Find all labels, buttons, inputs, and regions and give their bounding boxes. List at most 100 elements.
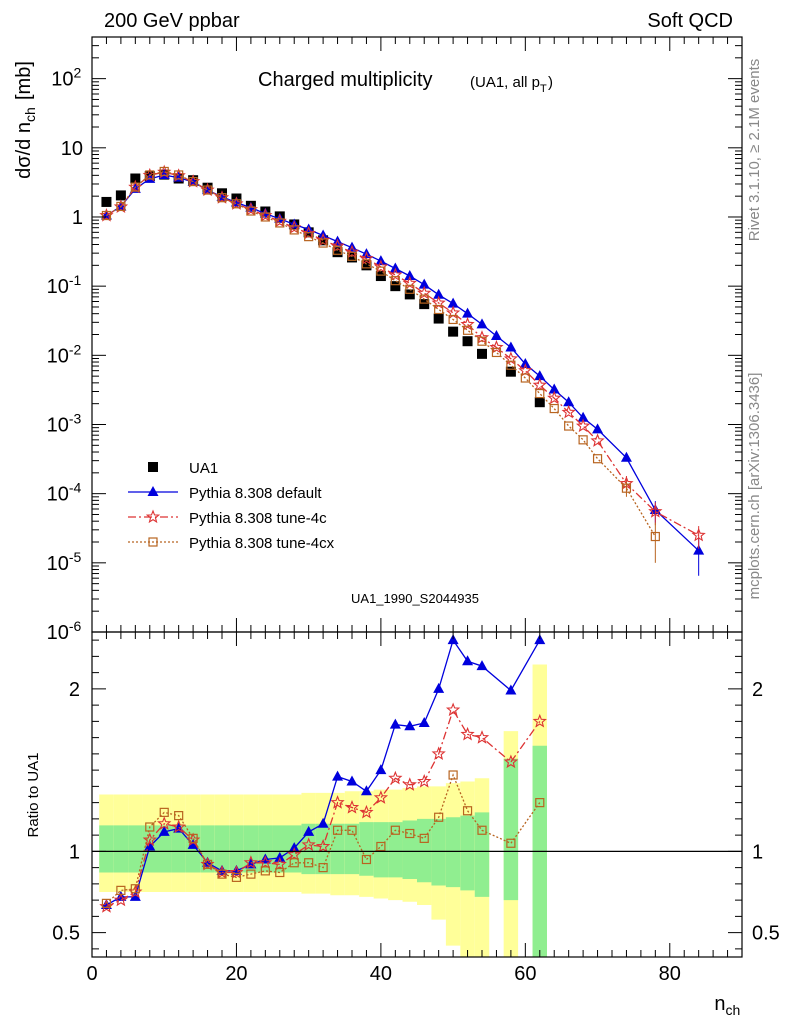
stat-uncertainty-band [431,818,446,886]
stat-uncertainty-band [128,825,143,873]
ratio-point [376,841,386,852]
data-point [489,339,504,354]
data-point [477,336,487,346]
ratio-point [188,833,198,843]
data-point [404,270,416,281]
ratio-uncertainty-bands [99,664,547,957]
ratio-point [274,851,286,862]
ratio-point [130,884,140,894]
ratio-point [402,777,417,791]
ratio-plot-frame [91,631,743,958]
chart-title: Charged multiplicity [258,69,433,91]
ratio-y-tick-label: 1 [69,841,80,863]
ratio-point [330,795,345,809]
ratio-point [359,804,374,819]
ratio-point [405,828,415,839]
ratio-point [447,634,459,645]
data-point [460,316,475,331]
legend-marker [147,486,159,496]
ratio-point [174,811,184,821]
ratio-point [116,885,126,895]
ratio-y-tick-label: 0.5 [752,923,780,945]
legend-marker [148,462,158,472]
legend-label: Pythia 8.308 tune-4c [189,510,327,527]
ratio-point [418,717,430,727]
y-tick-label: 102 [51,65,83,91]
ratio-point [202,859,213,869]
ratio-point [142,832,157,847]
series-line-pythia-8-308-tune-4cx [106,170,656,537]
data-point [388,267,403,282]
ratio-point [346,775,358,786]
stat-uncertainty-band [229,825,244,873]
data-point [318,235,329,246]
data-point [448,314,458,325]
energy-label: 200 GeV ppbar [104,10,240,32]
ratio-point [113,892,129,907]
data-point [620,451,632,462]
data-point [518,363,533,377]
data-point [145,170,155,180]
data-point [375,271,386,282]
ratio-point [258,855,273,869]
ratio-point [503,754,519,769]
ratio-point [505,684,517,695]
legend-entry-ua1: UA1 [148,460,218,477]
ratio-point [231,872,242,882]
data-point [578,435,588,445]
data-point [564,421,574,431]
ratio-point [332,770,344,781]
stat-uncertainty-band [99,825,114,873]
ratio-point [532,713,547,728]
ratio-point [101,898,112,908]
ratio-point [474,730,490,744]
ratio-point [304,858,314,868]
data-point [462,307,474,318]
data-point [347,251,357,261]
data-point [405,284,415,294]
data-point [592,423,604,434]
ratio-point [476,660,488,671]
data-point [590,433,605,447]
y-tick-label: 10-2 [47,341,83,367]
x-axis-label: nch [714,993,742,1018]
data-point [130,173,141,184]
data-point [373,259,389,273]
ratio-point [417,773,432,788]
data-point [275,218,285,228]
ratio-point [344,799,360,814]
data-point [433,313,444,324]
ratio-point [433,682,445,693]
stat-uncertainty-band [474,812,490,897]
ratio-point [445,702,461,717]
y-tick-label: 10 [61,138,83,160]
rivet-version-label: Rivet 3.1.10, ≥ 2.1M events [746,59,763,242]
data-point [217,193,227,203]
y-axis-label-main: dσ/d nch [mb] [13,61,38,179]
ratio-point [144,840,156,851]
x-tick-label: 60 [514,963,536,985]
ratio-point [158,825,170,836]
stat-uncertainty-band [460,815,475,891]
ratio-point [303,825,315,836]
ratio-point [375,764,387,775]
data-point [548,383,560,394]
data-point [650,531,660,542]
stat-uncertainty-band [503,758,519,901]
x-tick-label: 20 [225,963,247,985]
data-point [419,294,429,304]
y-tick-label: 10-6 [47,618,83,644]
ratio-y-tick-label: 2 [69,679,80,701]
data-point [417,285,432,300]
data-point [434,304,444,315]
data-point [101,196,112,207]
data-point [577,411,589,422]
legend-label: Pythia 8.308 default [189,485,322,502]
ratio-point [431,746,446,760]
data-point [561,404,576,419]
data-point [361,260,372,271]
ratio-y-tick-label: 0.5 [52,923,80,945]
y-tick-label: 10-3 [47,410,83,436]
data-point [693,544,705,555]
ratio-point [159,807,169,817]
